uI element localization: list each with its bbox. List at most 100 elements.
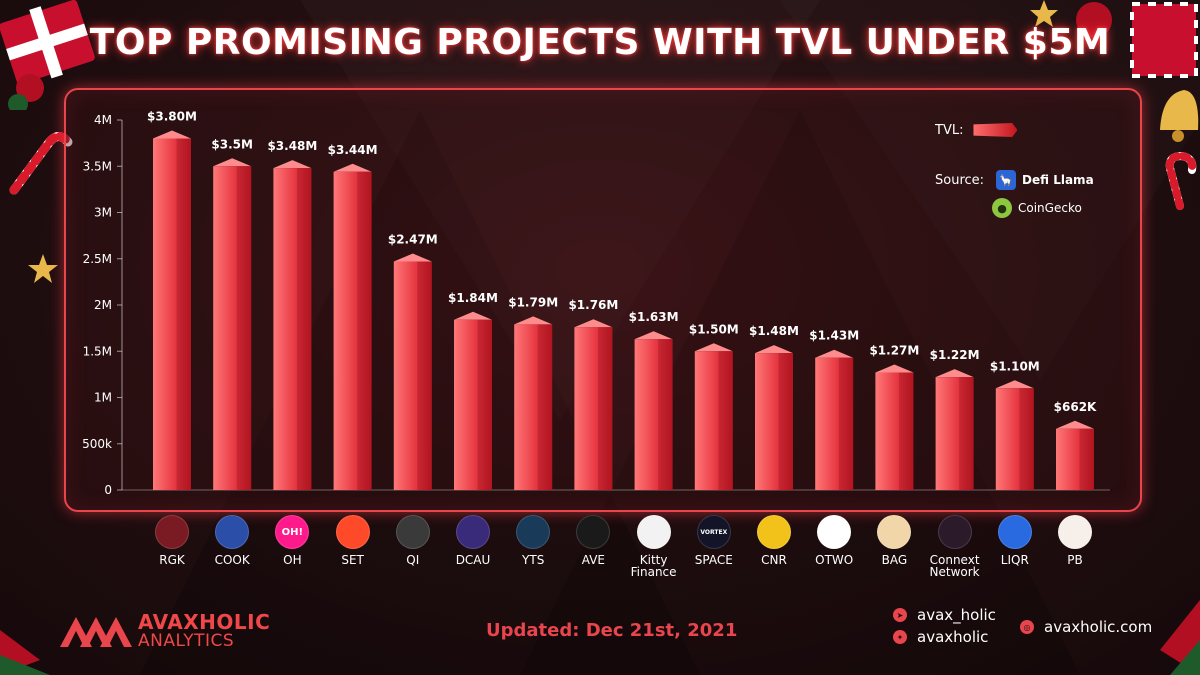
telegram-icon: ➤ bbox=[893, 608, 907, 622]
bar-body bbox=[454, 319, 492, 490]
bar-pb[interactable] bbox=[1056, 420, 1094, 490]
legend-label: TVL: bbox=[935, 122, 964, 138]
page-title: TOP PROMISING PROJECTS WITH TVL UNDER $5… bbox=[89, 22, 1111, 63]
bar-value-label: $1.79M bbox=[508, 295, 558, 309]
twitter-link[interactable]: ✦ avaxholic bbox=[893, 626, 996, 648]
source-block: Source: 🦙 Defi Llama bbox=[935, 170, 1094, 190]
bar-cook[interactable] bbox=[213, 158, 252, 490]
project-oh[interactable]: OH! OH bbox=[262, 515, 322, 566]
pig-icon bbox=[1058, 515, 1092, 549]
source-label: Source: bbox=[935, 172, 985, 188]
bar-value-label: $1.50M bbox=[689, 322, 739, 336]
bar-body bbox=[1056, 428, 1094, 490]
y-tick-label: 1.5M bbox=[83, 344, 112, 358]
bar-value-label: $3.48M bbox=[267, 139, 317, 153]
bar-cap bbox=[153, 130, 191, 139]
brand-name: AVAXHOLIC bbox=[138, 610, 271, 634]
bar-rgk[interactable] bbox=[153, 130, 191, 491]
y-tick-label: 1M bbox=[94, 391, 112, 405]
bar-body bbox=[273, 168, 312, 490]
project-dcau[interactable]: DCAU bbox=[443, 515, 503, 566]
project-kitty-finance[interactable]: Kitty Finance bbox=[624, 515, 684, 578]
project-rgk[interactable]: RGK bbox=[142, 515, 202, 566]
project-liqr[interactable]: LIQR bbox=[985, 515, 1045, 566]
bar-ave[interactable] bbox=[574, 319, 613, 490]
liqr-icon bbox=[997, 515, 1032, 549]
project-label: PB bbox=[1067, 553, 1083, 567]
bar-dcau[interactable] bbox=[454, 311, 492, 490]
bar-cap bbox=[393, 253, 432, 262]
project-label: BAG bbox=[881, 553, 908, 567]
y-tick-label: 500k bbox=[82, 437, 112, 451]
bar-cap bbox=[755, 345, 793, 354]
project-label: QI bbox=[406, 553, 420, 567]
bar-body bbox=[333, 171, 372, 491]
project-label: LIQR bbox=[1000, 553, 1029, 567]
y-tick-label: 0 bbox=[104, 483, 112, 497]
project-space[interactable]: VORTEX SPACE bbox=[684, 515, 744, 566]
project-label: SPACE bbox=[694, 553, 733, 567]
qi-icon bbox=[395, 515, 430, 549]
bar-oh[interactable] bbox=[273, 160, 312, 490]
bar-kitty-finance[interactable] bbox=[634, 331, 673, 490]
bar-shade bbox=[898, 372, 914, 490]
bar-set[interactable] bbox=[333, 163, 372, 491]
bar-cnr[interactable] bbox=[755, 345, 793, 490]
project-cnr[interactable]: CNR bbox=[744, 515, 804, 566]
bar-shade bbox=[296, 168, 312, 490]
project-label: COOK bbox=[214, 553, 250, 567]
bar-value-label: $1.22M bbox=[930, 348, 980, 362]
project-cook[interactable]: COOK bbox=[202, 515, 262, 566]
legend-swatch bbox=[973, 123, 1018, 137]
source-coingecko[interactable]: ● CoinGecko bbox=[992, 198, 1082, 218]
bar-body bbox=[213, 166, 252, 490]
brand-logo: AVAXHOLIC ANALYTICS bbox=[60, 612, 270, 650]
social-links: ➤ avax_holic ✦ avaxholic bbox=[893, 604, 996, 648]
bar-cap bbox=[935, 369, 974, 378]
bar-liqr[interactable] bbox=[995, 380, 1034, 490]
bar-body bbox=[815, 357, 854, 490]
bar-value-label: $1.63M bbox=[629, 310, 679, 324]
bar-otwo[interactable] bbox=[815, 349, 854, 490]
bar-value-label: $662K bbox=[1054, 400, 1097, 414]
website-link[interactable]: ◎ avaxholic.com bbox=[1020, 618, 1152, 636]
bar-bag[interactable] bbox=[875, 364, 914, 490]
bar-body bbox=[995, 388, 1034, 490]
y-tick-label: 4M bbox=[94, 113, 112, 127]
coingecko-icon: ● bbox=[992, 198, 1012, 218]
project-qi[interactable]: QI bbox=[383, 515, 443, 566]
wolf-icon bbox=[155, 515, 189, 549]
project-label: OTWO bbox=[815, 553, 854, 567]
source-defillama[interactable]: 🦙 Defi Llama bbox=[996, 170, 1094, 190]
bar-cap bbox=[454, 311, 492, 320]
project-connext-network[interactable]: Connext Network bbox=[925, 515, 985, 578]
defillama-icon: 🦙 bbox=[996, 170, 1017, 190]
bar-shade bbox=[176, 138, 191, 490]
bar-cap bbox=[815, 349, 854, 358]
bar-value-label: $1.76M bbox=[568, 298, 618, 312]
y-tick-label: 3.5M bbox=[83, 159, 112, 173]
project-ave[interactable]: AVE bbox=[563, 515, 623, 566]
project-label: DCAU bbox=[455, 553, 491, 567]
bar-shade bbox=[477, 319, 492, 490]
project-otwo[interactable]: OTWO bbox=[804, 515, 864, 566]
bar-space[interactable] bbox=[694, 343, 733, 490]
project-yts[interactable]: YTS bbox=[503, 515, 563, 566]
bar-value-label: $1.43M bbox=[809, 329, 859, 343]
bar-qi[interactable] bbox=[393, 253, 432, 490]
project-bag[interactable]: BAG bbox=[864, 515, 924, 566]
bar-cap bbox=[1056, 420, 1094, 429]
y-tick-label: 3M bbox=[94, 206, 112, 220]
bar-shade bbox=[537, 324, 553, 490]
y-tick-label: 2.5M bbox=[83, 252, 112, 266]
bar-shade bbox=[597, 327, 613, 490]
connext-icon bbox=[937, 515, 972, 549]
bar-yts[interactable] bbox=[514, 316, 553, 490]
project-set[interactable]: SET bbox=[323, 515, 383, 566]
project-pb[interactable]: PB bbox=[1045, 515, 1105, 566]
triangle-icon bbox=[576, 515, 611, 549]
project-label: Kitty Finance bbox=[630, 553, 677, 579]
telegram-link[interactable]: ➤ avax_holic bbox=[893, 604, 996, 626]
bar-connext-network[interactable] bbox=[935, 369, 974, 490]
